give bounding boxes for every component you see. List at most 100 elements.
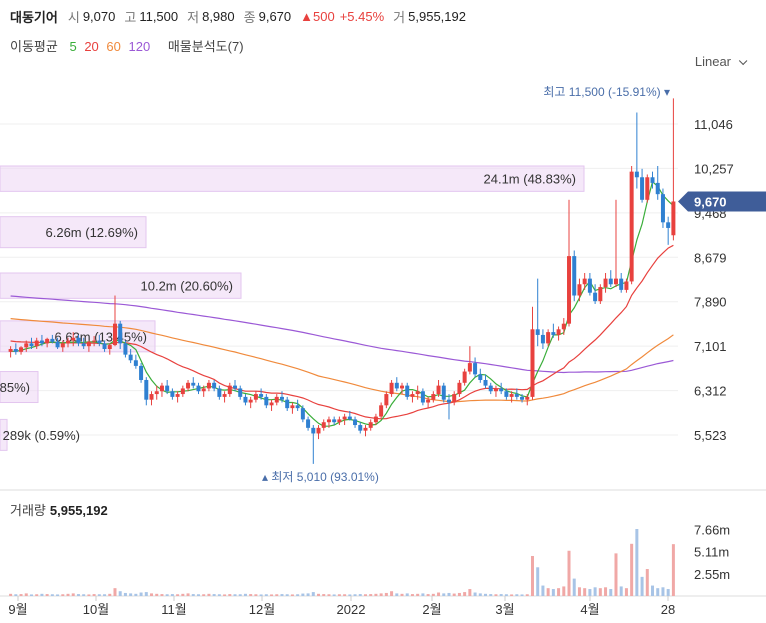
candle-body [123,343,128,355]
volume-bar [410,594,414,596]
ma-label[interactable]: 이동평균 [10,39,58,54]
high-label: 고 [124,9,137,25]
candle-body [60,343,65,348]
candle-body [306,419,311,428]
volume-bar [134,593,138,596]
close-value: 9,670 [258,8,292,24]
volume-bar [150,593,154,596]
volume-bar [61,594,65,596]
volume-profile-label: 24.1m (48.83%) [484,172,577,187]
volume-profile-bar [0,272,242,299]
volume-profile-bar [0,216,147,249]
candle-body [201,388,206,392]
candle-body [520,396,525,400]
volume-tick-label: 2.55m [694,567,730,582]
candle-body [405,385,410,397]
candle-body [431,394,436,400]
candle-body [212,382,217,389]
candle-body [582,278,587,285]
volume-bar [123,592,127,596]
candle-body [363,427,368,431]
x-tick-label: 2022 [337,602,366,617]
candle-body [645,177,650,200]
candle-body [107,345,112,350]
candle-body [290,405,295,409]
volume-bar [223,594,227,596]
candle-body [452,394,457,403]
volume-bar [614,553,618,596]
volume-bar [186,593,190,596]
ma120-label[interactable]: 120 [128,39,151,54]
ma60-label[interactable]: 60 [106,39,121,54]
volume-bar [604,587,608,596]
volume-bar [306,593,310,596]
volume-bar [113,588,117,596]
volume-bar [577,587,581,596]
volume-bar [645,569,649,596]
candle-body [76,337,81,344]
volume-bar [45,594,49,596]
candle-body [546,332,551,344]
ma5-label[interactable]: 5 [69,39,77,54]
candle-body [478,374,483,380]
volume-bar [651,585,655,596]
candle-body [71,337,76,341]
x-tick-label: 3월 [495,602,514,617]
volume-bar [181,593,185,596]
candle-body [285,399,290,409]
volume-bar [290,594,294,596]
candle-body [358,425,363,431]
high-annotation: 최고 11,500 (-15.91%) ▾ [543,85,670,99]
volume-bar [144,592,148,596]
low-value: 8,980 [202,8,235,24]
close-label: 종 [243,9,256,25]
candle-body [128,354,133,361]
candle-body [269,402,274,406]
volume-bar [191,594,195,596]
candle-body [514,394,519,397]
scale-dropdown[interactable]: Linear [695,54,744,69]
volume-bar [196,594,200,596]
candle-body [415,391,420,395]
candle-body [593,292,598,302]
candle-body [34,340,39,347]
volume-bar [457,592,461,596]
candle-body [165,385,170,392]
volume-bar [504,594,508,596]
candle-body [102,343,107,350]
current-price-tag [678,191,766,212]
volume-bar [572,578,576,596]
change-value: ▲500 [300,8,335,24]
candle-body [86,341,91,347]
candle-body [159,385,164,392]
candle-body [567,256,572,324]
volume-bar [510,594,514,596]
candle-body [473,363,478,375]
candle-body [572,256,577,296]
volume-bar [170,594,174,596]
volume-panel-label: 거래량 [10,503,46,518]
volume-bar [108,593,112,596]
candle-body [619,278,624,290]
candle-body [118,323,123,344]
candle-body [379,405,384,417]
ma20-label[interactable]: 20 [84,39,99,54]
volume-bar [217,594,221,596]
volume-bar [635,529,639,596]
volume-profile-label: 1.90m (3.85%) [0,380,30,395]
volume-bar [139,592,143,596]
volume-bar [588,589,592,596]
volume-bar [40,593,44,596]
candle-body [394,382,399,389]
candle-body [259,394,264,397]
candle-body [300,408,305,420]
volume-bar [384,592,388,596]
candle-body [640,177,645,200]
candle-body [598,287,603,302]
volume-bar [671,544,675,596]
candle-body [577,284,582,296]
candle-body [332,419,337,423]
x-tick-label: 9월 [8,602,27,617]
volume-profile-label[interactable]: 매물분석도(7) [167,39,244,54]
